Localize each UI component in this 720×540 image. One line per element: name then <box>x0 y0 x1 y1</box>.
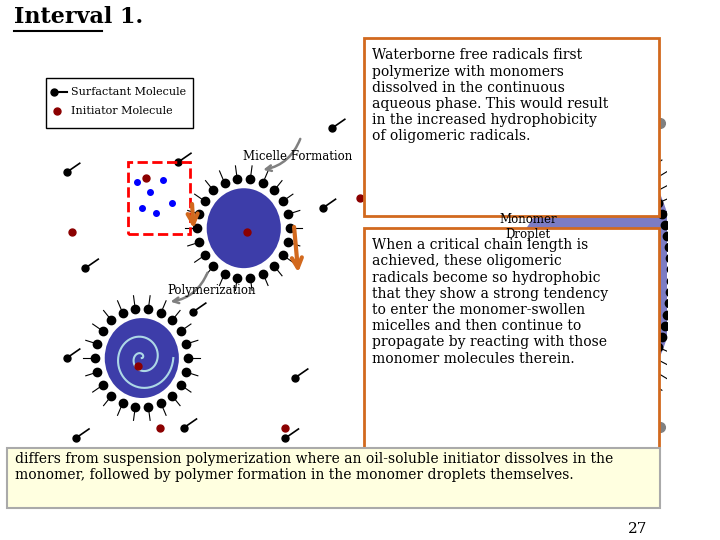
FancyBboxPatch shape <box>364 228 659 476</box>
Text: Interval 1.: Interval 1. <box>14 6 143 29</box>
Text: Waterborne free radicals first
polymerize with monomers
dissolved in the continu: Waterborne free radicals first polymeriz… <box>372 49 608 144</box>
Text: differs from suspension polymerization where an oil-soluble initiator dissolves : differs from suspension polymerization w… <box>15 452 613 482</box>
FancyBboxPatch shape <box>7 448 660 508</box>
Text: Monomer
Droplet: Monomer Droplet <box>500 213 557 241</box>
Circle shape <box>104 318 179 398</box>
Text: 27: 27 <box>628 522 647 536</box>
Text: Polymerization: Polymerization <box>167 284 256 297</box>
Wedge shape <box>496 116 677 435</box>
Circle shape <box>207 188 281 268</box>
Text: Micelle Formation: Micelle Formation <box>243 150 352 163</box>
Text: When a critical chain length is
achieved, these oligomeric
radicals become so hy: When a critical chain length is achieved… <box>372 238 608 366</box>
Text: Initiator Molecule: Initiator Molecule <box>71 106 173 116</box>
FancyBboxPatch shape <box>46 78 193 129</box>
FancyBboxPatch shape <box>364 38 659 216</box>
Text: Surfactant Molecule: Surfactant Molecule <box>71 87 186 97</box>
